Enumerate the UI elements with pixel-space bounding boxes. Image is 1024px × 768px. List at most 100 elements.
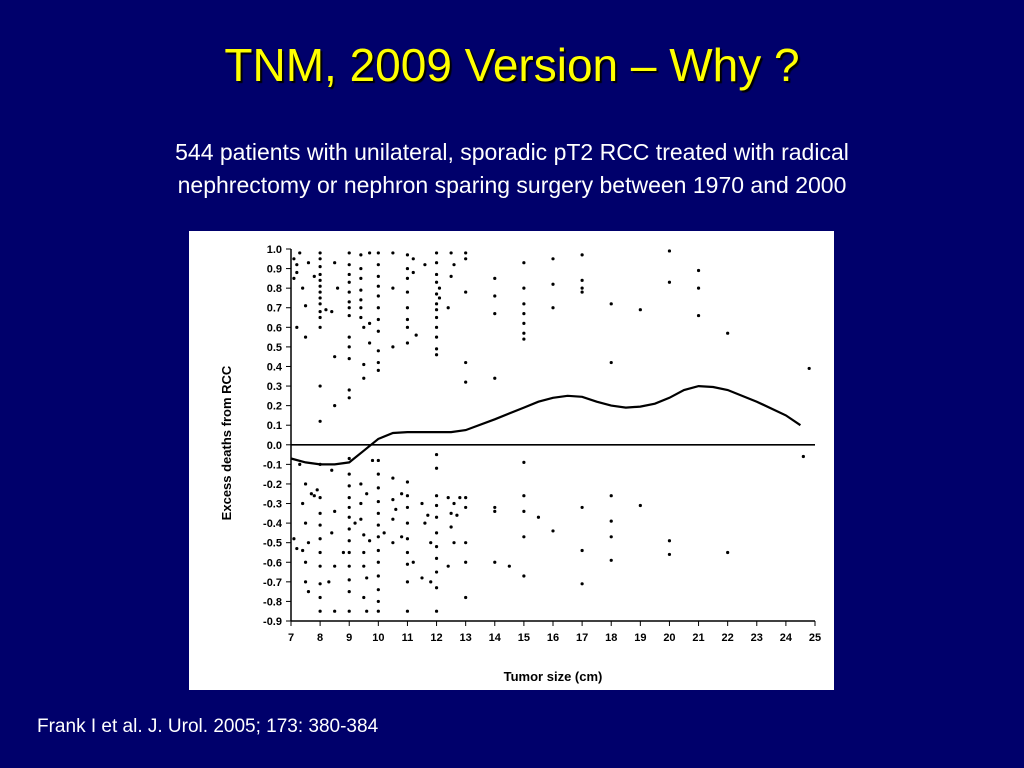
data-point bbox=[382, 531, 386, 535]
data-point bbox=[324, 308, 328, 312]
data-point bbox=[434, 556, 439, 560]
data-point bbox=[376, 294, 380, 298]
data-point bbox=[376, 523, 380, 527]
data-point bbox=[333, 564, 337, 568]
data-point bbox=[420, 576, 424, 580]
x-tick-label: 15 bbox=[518, 632, 530, 644]
x-tick-label: 22 bbox=[722, 632, 734, 644]
data-point bbox=[434, 292, 439, 296]
data-point bbox=[330, 531, 334, 535]
data-point bbox=[507, 564, 511, 568]
data-point bbox=[391, 517, 395, 521]
data-point bbox=[359, 315, 363, 320]
data-point bbox=[298, 462, 302, 466]
x-tick-label: 13 bbox=[460, 632, 472, 644]
data-point bbox=[437, 296, 442, 300]
data-point bbox=[347, 515, 351, 519]
data-point bbox=[359, 501, 363, 506]
data-point bbox=[295, 263, 299, 267]
data-point bbox=[376, 499, 380, 504]
data-point bbox=[333, 609, 337, 613]
data-point bbox=[359, 517, 363, 521]
x-tick-label: 9 bbox=[346, 632, 352, 644]
data-point bbox=[522, 261, 526, 265]
data-point bbox=[303, 304, 308, 308]
y-tick-label: -0.6 bbox=[263, 557, 282, 569]
data-point bbox=[347, 388, 351, 392]
data-point bbox=[295, 546, 299, 551]
data-point bbox=[434, 302, 439, 306]
data-point bbox=[391, 345, 395, 349]
data-point bbox=[376, 329, 380, 333]
data-point bbox=[318, 325, 322, 329]
data-point bbox=[347, 313, 351, 318]
data-point bbox=[347, 496, 351, 500]
data-point bbox=[434, 515, 439, 519]
data-point bbox=[405, 276, 410, 280]
data-point bbox=[347, 357, 351, 361]
data-point bbox=[449, 251, 453, 255]
data-point bbox=[292, 257, 296, 261]
x-tick-label: 25 bbox=[809, 632, 821, 644]
data-point bbox=[405, 494, 410, 498]
scatter-plot-figure: 1.0 0.9 0.8 0.7 0.6 0.5 0.4 0.3 0.2 0.1 0.0 -0.1 -0.… bbox=[189, 231, 834, 690]
y-tick-label: 0.5 bbox=[267, 342, 282, 354]
data-point bbox=[376, 560, 380, 564]
data-point bbox=[464, 541, 468, 545]
data-point bbox=[434, 325, 439, 329]
data-point bbox=[347, 564, 351, 568]
data-point bbox=[638, 503, 642, 508]
data-point bbox=[667, 280, 672, 284]
data-point bbox=[347, 456, 351, 461]
data-point bbox=[551, 282, 555, 286]
data-point bbox=[726, 550, 730, 555]
data-point bbox=[347, 306, 351, 310]
data-point bbox=[434, 280, 439, 284]
data-point bbox=[318, 523, 322, 527]
data-point bbox=[292, 276, 296, 280]
data-point bbox=[318, 537, 322, 541]
data-point bbox=[580, 582, 584, 586]
data-point bbox=[609, 535, 613, 539]
data-point bbox=[434, 452, 439, 457]
data-point bbox=[306, 590, 311, 594]
data-point bbox=[359, 298, 363, 302]
data-point bbox=[391, 251, 395, 255]
data-point bbox=[696, 268, 701, 273]
data-point bbox=[426, 513, 430, 517]
data-point bbox=[376, 306, 380, 310]
y-tick-label: -0.9 bbox=[263, 616, 282, 628]
data-point bbox=[434, 261, 439, 265]
data-point bbox=[330, 310, 334, 314]
data-point bbox=[405, 505, 410, 510]
data-point bbox=[609, 360, 613, 365]
data-point bbox=[405, 550, 410, 555]
data-point bbox=[522, 460, 526, 465]
data-point bbox=[400, 535, 404, 539]
data-point bbox=[405, 306, 410, 310]
data-point bbox=[609, 558, 613, 562]
y-tick-label: 0.8 bbox=[267, 283, 282, 295]
y-tick-label: -0.4 bbox=[263, 518, 283, 530]
data-point bbox=[437, 286, 442, 290]
data-point bbox=[301, 501, 305, 506]
data-point bbox=[359, 288, 363, 292]
data-point bbox=[318, 302, 322, 306]
data-point bbox=[434, 545, 439, 549]
y-tick-label: -0.3 bbox=[263, 499, 282, 511]
data-point bbox=[376, 548, 380, 553]
data-point bbox=[464, 360, 468, 365]
data-point bbox=[423, 521, 427, 525]
data-point bbox=[449, 525, 453, 529]
data-point bbox=[522, 509, 526, 513]
data-point bbox=[551, 306, 555, 310]
data-point bbox=[318, 384, 322, 388]
y-tick-label: 0.3 bbox=[267, 381, 282, 393]
data-point bbox=[359, 276, 363, 280]
data-point bbox=[446, 306, 450, 310]
data-point bbox=[318, 511, 322, 515]
data-point bbox=[405, 266, 410, 271]
data-point bbox=[376, 349, 380, 353]
data-point bbox=[333, 404, 337, 408]
data-point bbox=[522, 312, 526, 316]
